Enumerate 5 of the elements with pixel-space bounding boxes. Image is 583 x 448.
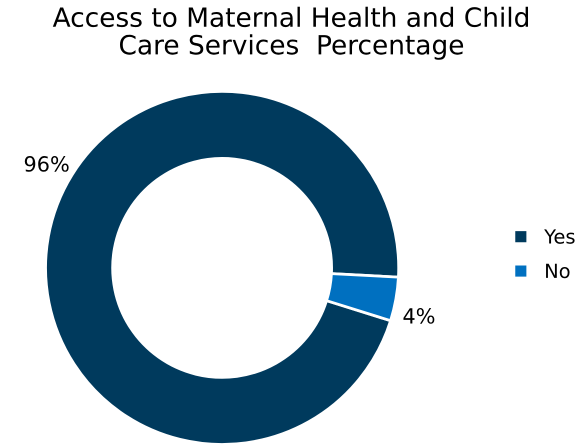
legend-label: Yes xyxy=(544,229,575,244)
legend-label: No xyxy=(546,264,570,278)
data-label: 96% xyxy=(24,156,69,172)
chart-title: Access to Maternal Health and Child Care Services Percentage xyxy=(52,6,528,60)
data-label: 4% xyxy=(403,308,434,324)
